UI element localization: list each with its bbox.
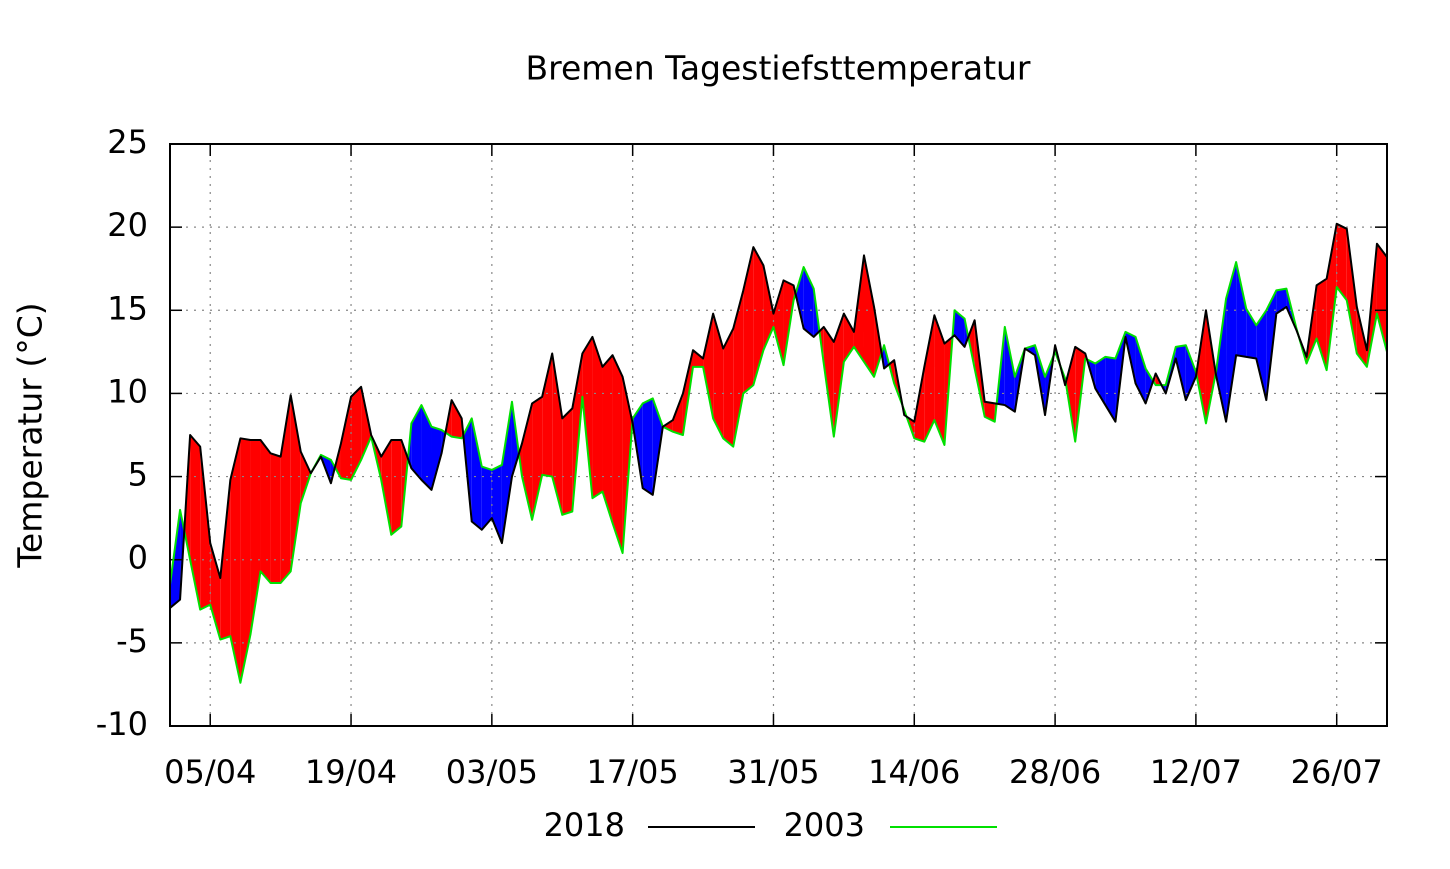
- difference-fill: [351, 386, 362, 480]
- difference-fill: [210, 543, 221, 640]
- difference-fill: [501, 401, 512, 544]
- difference-fill: [542, 353, 553, 477]
- difference-fill: [753, 247, 764, 386]
- difference-fill: [1226, 262, 1237, 422]
- difference-fill: [723, 328, 734, 447]
- y-tick-label: 25: [107, 123, 148, 161]
- difference-fill: [300, 451, 311, 504]
- difference-fill: [612, 355, 623, 554]
- difference-fill: [200, 446, 211, 610]
- x-tick-label: 19/04: [305, 753, 397, 791]
- chart-title: Bremen Tagestiefsttemperatur: [525, 49, 1030, 88]
- y-axis-label: Temperatur (°C): [11, 302, 50, 568]
- difference-fill: [833, 313, 844, 437]
- difference-fill: [190, 435, 201, 610]
- x-tick-label: 05/04: [164, 753, 256, 791]
- difference-fill: [582, 336, 593, 499]
- legend-label: 2018: [544, 806, 625, 844]
- difference-fill: [703, 313, 714, 419]
- difference-fill: [795, 267, 804, 329]
- difference-fill: [773, 280, 784, 366]
- x-tick-label: 14/06: [868, 753, 960, 791]
- difference-fill: [270, 453, 281, 583]
- difference-fill: [763, 265, 774, 351]
- x-tick-label: 12/07: [1150, 753, 1242, 791]
- difference-fill: [220, 479, 231, 640]
- difference-fill: [1336, 223, 1347, 301]
- y-tick-label: 20: [107, 206, 148, 244]
- y-tick-label: 10: [107, 372, 148, 410]
- difference-fill: [863, 255, 875, 377]
- difference-fill: [381, 439, 392, 535]
- difference-fill: [934, 315, 945, 445]
- difference-fill: [1095, 356, 1106, 406]
- difference-fill: [1236, 262, 1247, 357]
- difference-fill: [1185, 345, 1196, 401]
- difference-fill: [1004, 326, 1015, 412]
- difference-fill: [1216, 298, 1227, 422]
- difference-fill: [340, 396, 352, 480]
- difference-fill: [431, 426, 442, 490]
- difference-fill: [693, 350, 704, 367]
- y-tick-label: 15: [107, 289, 148, 327]
- difference-fill: [552, 353, 563, 515]
- x-tick-label: 28/06: [1009, 753, 1101, 791]
- difference-fill: [1276, 288, 1287, 314]
- difference-fill: [1105, 356, 1116, 422]
- legend-label: 2003: [784, 806, 865, 844]
- difference-fill: [1326, 223, 1337, 371]
- difference-fill: [1065, 346, 1076, 442]
- difference-fill: [642, 398, 653, 495]
- difference-fill: [411, 405, 422, 480]
- difference-fill: [602, 355, 613, 524]
- series-line: [169, 222, 1388, 609]
- difference-fill: [1205, 310, 1216, 424]
- x-tick-label: 31/05: [727, 753, 819, 791]
- difference-fill: [240, 438, 251, 683]
- difference-fill: [924, 315, 935, 442]
- difference-fill: [662, 420, 673, 432]
- difference-fill: [1316, 278, 1327, 371]
- x-tick-label: 26/07: [1291, 753, 1383, 791]
- y-tick-label: 5: [128, 456, 148, 494]
- difference-fill: [713, 313, 724, 439]
- x-tick-label: 17/05: [587, 753, 679, 791]
- difference-fill: [522, 403, 533, 520]
- difference-fill: [421, 405, 432, 490]
- series-line: [169, 261, 1388, 684]
- difference-fill: [1346, 228, 1357, 354]
- difference-fill: [823, 326, 834, 437]
- y-tick-label: -5: [116, 622, 148, 660]
- difference-fill: [1256, 310, 1267, 401]
- y-tick-label: 0: [128, 539, 148, 577]
- difference-fill: [471, 418, 482, 530]
- difference-fill: [592, 336, 603, 499]
- difference-fill: [532, 396, 543, 520]
- difference-fill: [481, 466, 492, 530]
- difference-fill: [391, 439, 402, 535]
- difference-fill: [1196, 310, 1206, 424]
- difference-fill: [260, 439, 271, 583]
- plot-frame: [169, 143, 1388, 727]
- y-tick-label: -10: [96, 705, 148, 743]
- difference-fill: [984, 401, 995, 422]
- x-tick-label: 03/05: [446, 753, 538, 791]
- difference-fill: [672, 393, 683, 435]
- difference-fill: [451, 400, 462, 439]
- difference-fill: [230, 438, 241, 683]
- difference-fill: [733, 290, 744, 447]
- difference-fill: [1376, 243, 1387, 352]
- difference-fill: [562, 408, 573, 515]
